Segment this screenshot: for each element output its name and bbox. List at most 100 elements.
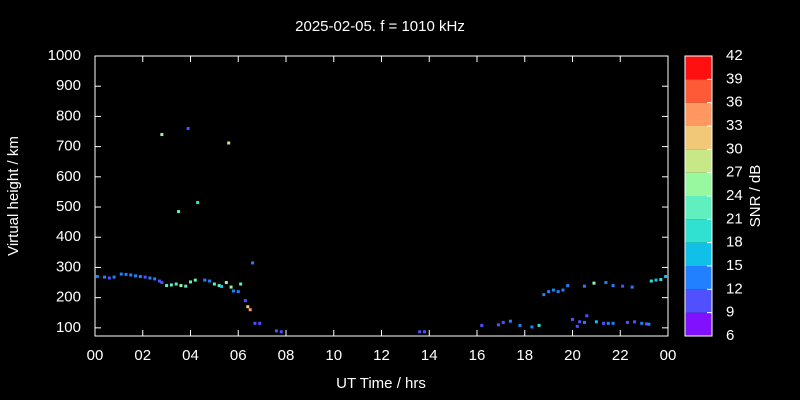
data-point bbox=[578, 320, 582, 324]
data-point bbox=[611, 284, 615, 288]
data-point bbox=[157, 279, 161, 283]
x-tick-label: 14 bbox=[421, 347, 438, 364]
data-point bbox=[239, 282, 243, 286]
y-tick-label: 200 bbox=[56, 289, 81, 306]
colorbar-tick-label: 24 bbox=[726, 187, 743, 204]
colorbar-tick-label: 36 bbox=[726, 94, 743, 111]
data-point bbox=[153, 277, 157, 281]
colorbar-tick-label: 42 bbox=[726, 47, 743, 64]
x-tick-label: 00 bbox=[660, 347, 677, 364]
data-point bbox=[571, 317, 574, 321]
colorbar-tick-label: 30 bbox=[726, 140, 743, 157]
y-tick-label: 800 bbox=[56, 107, 81, 124]
data-point bbox=[625, 320, 629, 324]
colorbar-label: SNR / dB bbox=[747, 165, 764, 228]
colorbar-band bbox=[685, 219, 712, 243]
data-point bbox=[196, 200, 200, 204]
data-point bbox=[621, 284, 625, 288]
x-tick-label: 20 bbox=[564, 347, 581, 364]
data-point bbox=[422, 330, 426, 334]
data-point bbox=[659, 278, 663, 282]
data-point bbox=[231, 289, 235, 293]
x-tick-label: 16 bbox=[469, 347, 486, 364]
data-point bbox=[95, 274, 99, 278]
colorbar-tick-label: 15 bbox=[726, 257, 743, 274]
data-point bbox=[134, 274, 138, 278]
colorbar-band bbox=[685, 126, 712, 150]
data-point bbox=[537, 323, 541, 327]
colorbar-tick-label: 9 bbox=[726, 304, 734, 321]
data-point bbox=[556, 290, 560, 294]
data-point bbox=[418, 330, 422, 334]
x-tick-label: 02 bbox=[134, 347, 151, 364]
data-point bbox=[177, 210, 181, 214]
y-tick-label: 400 bbox=[56, 228, 81, 245]
x-tick-label: 06 bbox=[230, 347, 247, 364]
data-point bbox=[508, 319, 512, 323]
data-point bbox=[542, 293, 546, 297]
data-point bbox=[227, 141, 231, 145]
data-point bbox=[148, 276, 152, 280]
data-point bbox=[246, 305, 250, 309]
y-tick-label: 1000 bbox=[48, 47, 81, 64]
data-point bbox=[220, 284, 224, 288]
data-point bbox=[496, 323, 500, 327]
y-axis-label: Virtual height / km bbox=[5, 136, 22, 256]
data-point bbox=[103, 275, 107, 279]
data-point bbox=[169, 283, 173, 287]
y-tick-label: 900 bbox=[56, 77, 81, 94]
x-axis-label: UT Time / hrs bbox=[336, 375, 426, 392]
data-point bbox=[640, 321, 644, 325]
data-point bbox=[251, 261, 255, 265]
data-point bbox=[124, 272, 128, 276]
data-point bbox=[566, 284, 570, 288]
data-point bbox=[112, 275, 116, 279]
colorbar-band bbox=[685, 312, 712, 336]
data-point bbox=[253, 321, 257, 325]
data-point bbox=[138, 274, 142, 278]
data-point bbox=[611, 321, 615, 325]
data-point bbox=[160, 281, 164, 285]
x-tick-label: 22 bbox=[612, 347, 629, 364]
plot-frame bbox=[94, 55, 669, 337]
colorbar-band bbox=[685, 102, 712, 126]
colorbar-band bbox=[685, 242, 712, 266]
data-point bbox=[160, 133, 164, 137]
data-point bbox=[480, 323, 484, 327]
chart-title: 2025-02-05. f = 1010 kHz bbox=[295, 18, 465, 35]
data-point bbox=[189, 280, 192, 284]
data-point bbox=[107, 276, 111, 280]
data-point bbox=[236, 290, 240, 294]
colorbar-tick-label: 6 bbox=[726, 327, 734, 344]
data-point bbox=[184, 284, 188, 288]
data-point bbox=[143, 275, 147, 279]
data-point bbox=[165, 284, 169, 288]
colorbar-tick-label: 39 bbox=[726, 70, 743, 87]
data-point bbox=[582, 284, 586, 288]
x-tick-label: 00 bbox=[87, 347, 104, 364]
data-point bbox=[654, 278, 658, 282]
data-point bbox=[119, 272, 123, 276]
y-tick-label: 300 bbox=[56, 258, 81, 275]
x-tick-label: 18 bbox=[516, 347, 533, 364]
x-tick-label: 10 bbox=[325, 347, 342, 364]
data-point bbox=[606, 321, 610, 325]
data-point bbox=[279, 330, 283, 334]
colorbar-band bbox=[685, 149, 712, 173]
data-point bbox=[274, 329, 278, 333]
colorbar-band bbox=[685, 196, 712, 220]
data-point bbox=[248, 308, 252, 312]
data-point bbox=[186, 126, 190, 130]
colorbar-band bbox=[685, 266, 712, 290]
data-point bbox=[217, 284, 221, 288]
data-point bbox=[174, 282, 178, 286]
y-tick-label: 500 bbox=[56, 198, 81, 215]
colorbar-band bbox=[685, 289, 712, 313]
data-point bbox=[193, 278, 197, 282]
data-point bbox=[647, 322, 651, 326]
data-point bbox=[561, 288, 565, 292]
colorbar-band bbox=[685, 79, 712, 103]
colorbar-tick-label: 12 bbox=[726, 280, 743, 297]
